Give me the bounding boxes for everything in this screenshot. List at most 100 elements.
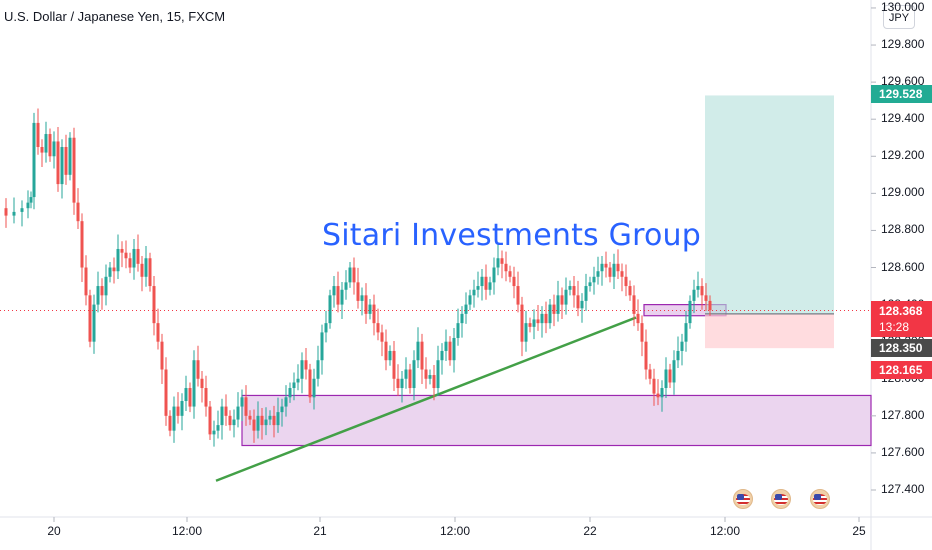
candle-body (596, 271, 600, 277)
candle-body (176, 406, 180, 416)
candle-body (124, 252, 128, 259)
candle-body (96, 286, 100, 305)
candle-body (388, 350, 392, 361)
candle-body (12, 211, 16, 216)
time-tick-label: 12:00 (709, 524, 741, 538)
candle-body (412, 360, 416, 389)
candle-body (420, 341, 424, 370)
candle-body (696, 286, 700, 290)
candle-body (608, 267, 612, 277)
candle-body (40, 147, 44, 153)
candle-body (348, 267, 352, 283)
candle-body (452, 337, 456, 361)
candle-body (256, 415, 260, 431)
candle-body (652, 378, 656, 394)
candle-body (29, 197, 33, 203)
candle-body (204, 388, 208, 407)
candle-body (320, 332, 324, 361)
candle-body (248, 415, 252, 420)
price-tick-label: 129.200 (881, 148, 925, 163)
candle-body (512, 276, 516, 287)
candle-body (580, 300, 584, 309)
candle-body (184, 388, 188, 402)
candle-body (520, 304, 524, 342)
candle-body (612, 263, 616, 277)
candle-body (312, 378, 316, 398)
candle-body (600, 263, 604, 272)
candle-body (152, 286, 156, 324)
candle-body (168, 415, 172, 431)
stop-zone (705, 313, 834, 349)
candle-body (352, 267, 356, 283)
price-tick-label: 130.000 (881, 0, 925, 14)
candle-body (104, 276, 108, 296)
candle-body (456, 323, 460, 338)
price-tick-label: 127.400 (881, 482, 925, 496)
candle-body (68, 137, 72, 175)
candle-body (232, 419, 236, 426)
candle-body (316, 360, 320, 379)
candle-body (240, 397, 244, 407)
candle-body (676, 350, 680, 361)
candle-body (568, 286, 572, 290)
candle-body (444, 341, 448, 351)
candle-body (592, 276, 596, 283)
candle-body (548, 304, 552, 324)
price-tick-label: 127.600 (881, 444, 925, 459)
candle-body (632, 295, 636, 314)
candle-body (64, 147, 68, 175)
candle-body (252, 419, 256, 431)
candle-body (272, 415, 276, 426)
candle-body (332, 286, 336, 296)
trendline (215, 316, 637, 482)
candle-body (132, 248, 136, 268)
price-tick-label: 128.800 (881, 222, 925, 237)
candle-body (656, 393, 660, 398)
candle-body (584, 286, 588, 301)
us-flag-icon[interactable] (733, 489, 753, 509)
candle-body (284, 397, 288, 407)
candle-body (404, 369, 408, 379)
candle-body (220, 406, 224, 426)
us-flag-icon[interactable] (810, 489, 830, 509)
candle-body (488, 282, 492, 290)
candle-body (36, 122, 40, 148)
candle-body (296, 378, 300, 383)
candle-body (336, 286, 340, 305)
candle-body (492, 267, 496, 283)
stop-price-tag: 128.165 (871, 361, 932, 379)
candle-body (300, 360, 304, 379)
candle-body (440, 350, 444, 361)
candle-body (464, 304, 468, 314)
candle-body (556, 295, 560, 314)
candle-body (200, 378, 204, 389)
price-tick-label: 129.800 (881, 37, 925, 52)
candle-body (328, 295, 332, 324)
candle-body (544, 313, 548, 324)
candle-body (588, 282, 592, 287)
price-tick-label: 127.800 (881, 407, 925, 422)
candle-body (540, 313, 544, 324)
time-tick-label: 12:00 (439, 524, 471, 538)
candle-body (144, 258, 148, 277)
candle-body (376, 323, 380, 333)
candle-body (616, 263, 620, 272)
candle-body (76, 202, 80, 222)
candle-body (276, 412, 280, 426)
candle-body (292, 382, 296, 389)
candle-body (260, 415, 264, 426)
price-tick-label: 129.600 (881, 74, 925, 89)
candle-body (212, 430, 216, 435)
candle-body (88, 295, 92, 342)
us-flag-icon[interactable] (771, 489, 791, 509)
candle-body (4, 208, 8, 216)
candle-body (216, 425, 220, 431)
candle-body (564, 289, 568, 305)
candle-body (148, 258, 152, 287)
candle-body (428, 375, 432, 379)
candle-body (576, 295, 580, 309)
currency-button[interactable]: JPY (883, 5, 915, 29)
candle-body (372, 304, 376, 324)
candle-body (380, 332, 384, 342)
